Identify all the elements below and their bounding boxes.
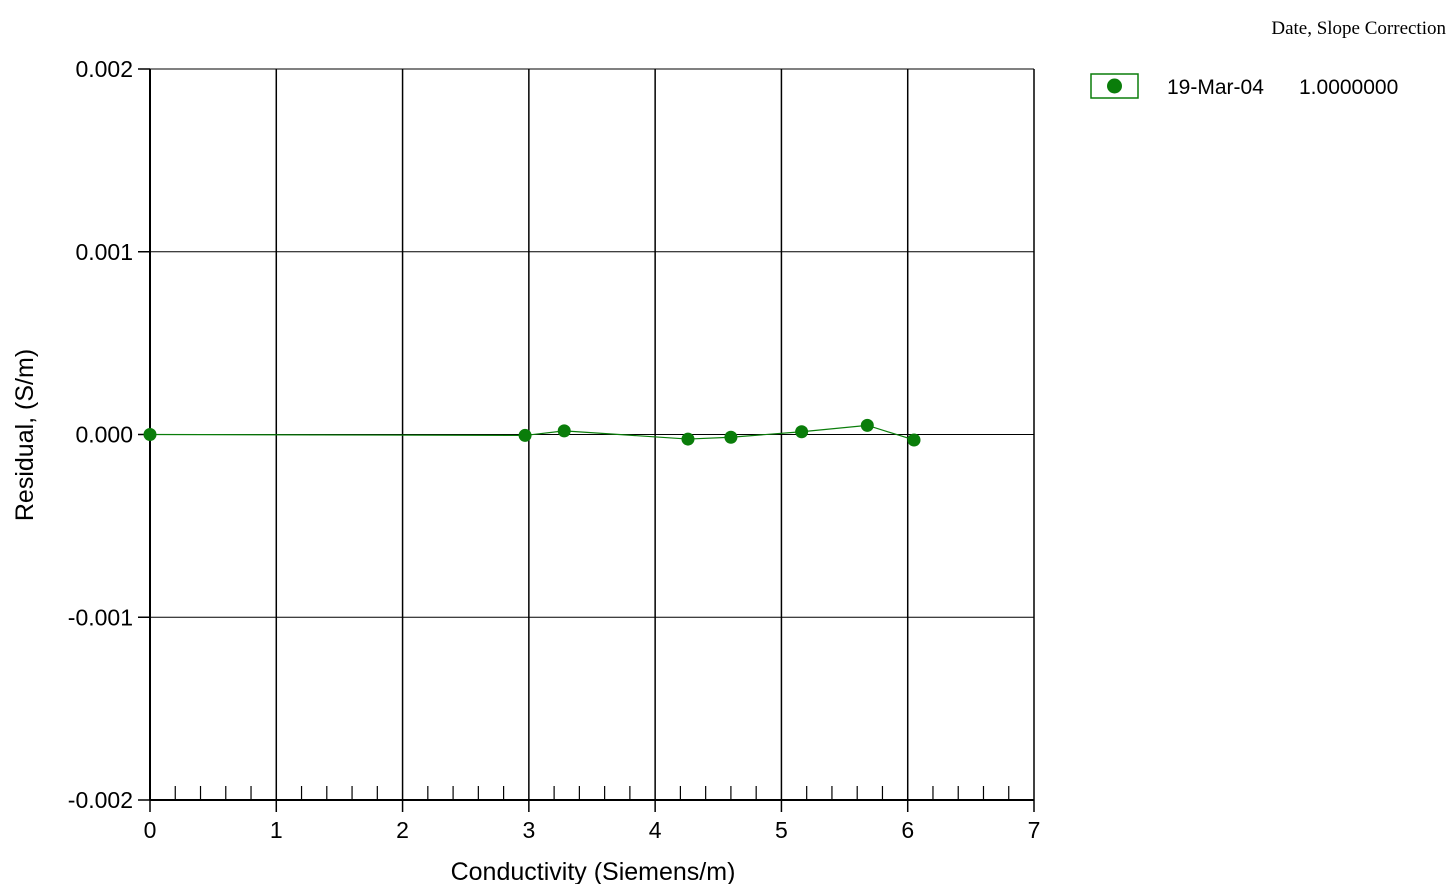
data-point [518, 428, 532, 442]
y-tick-label: 0.001 [75, 239, 133, 265]
x-tick-label: 7 [1028, 817, 1041, 843]
data-point [724, 430, 738, 444]
y-axis-title: Residual, (S/m) [11, 349, 39, 521]
y-tick-label: 0.000 [75, 422, 133, 448]
x-tick-labels: 0 1 2 3 4 5 6 7 [144, 817, 1041, 843]
x-tick-label: 4 [649, 817, 662, 843]
x-tick-label: 0 [144, 817, 157, 843]
data-point [681, 432, 695, 446]
x-tick-label: 6 [901, 817, 914, 843]
legend-header: Date, Slope Correction [1271, 18, 1446, 39]
legend-marker-icon [1107, 78, 1122, 94]
x-tick-label: 1 [270, 817, 283, 843]
x-tick-label: 3 [522, 817, 535, 843]
data-point [795, 425, 809, 439]
y-tick-label: -0.002 [68, 787, 133, 813]
data-point [907, 433, 921, 447]
data-point [557, 424, 571, 438]
x-tick-label: 5 [775, 817, 788, 843]
x-tick-label: 2 [396, 817, 409, 843]
axes [138, 68, 1035, 812]
data-point [860, 418, 874, 432]
x-axis-title: Conductivity (Siemens/m) [451, 858, 736, 884]
y-tick-label: 0.002 [75, 56, 133, 82]
series-line [149, 424, 915, 441]
y-tick-label: -0.001 [68, 604, 133, 630]
legend: Date, Slope Correction 19-Mar-04 1.00000… [1090, 18, 1446, 99]
series-layer [143, 418, 921, 447]
legend-series-slope: 1.0000000 [1299, 76, 1398, 99]
y-tick-labels: 0.002 0.001 0.000 -0.001 -0.002 [68, 56, 133, 813]
data-point [143, 428, 157, 441]
legend-series-date: 19-Mar-04 [1167, 76, 1264, 99]
grid [150, 68, 1035, 800]
